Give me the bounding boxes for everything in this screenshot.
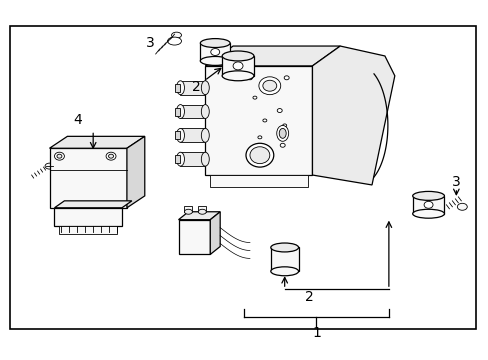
Ellipse shape [200, 57, 230, 66]
Text: 3: 3 [146, 36, 155, 50]
Bar [184, 206, 192, 212]
Ellipse shape [57, 154, 62, 158]
Ellipse shape [249, 147, 269, 164]
Polygon shape [54, 201, 132, 208]
Text: 1: 1 [311, 326, 320, 340]
Ellipse shape [263, 80, 276, 91]
Ellipse shape [233, 62, 243, 70]
Ellipse shape [222, 71, 253, 81]
Bar [49, 148, 127, 208]
Bar [54, 208, 122, 226]
Ellipse shape [201, 81, 209, 95]
Ellipse shape [222, 51, 253, 61]
Bar [270, 247, 298, 271]
Polygon shape [312, 46, 394, 185]
Ellipse shape [263, 119, 266, 122]
Bar [198, 206, 206, 212]
Bar [180, 129, 205, 142]
Bar [210, 175, 307, 187]
Ellipse shape [106, 152, 116, 160]
Ellipse shape [108, 154, 113, 158]
Ellipse shape [176, 129, 184, 142]
Ellipse shape [198, 209, 206, 214]
Polygon shape [178, 212, 220, 220]
Ellipse shape [412, 209, 444, 218]
Text: 4: 4 [73, 113, 81, 127]
Ellipse shape [284, 76, 288, 80]
Ellipse shape [171, 32, 181, 38]
Ellipse shape [200, 39, 230, 48]
Bar [222, 56, 253, 76]
Ellipse shape [282, 124, 286, 127]
Polygon shape [49, 136, 144, 148]
Bar [174, 84, 180, 92]
Text: 2: 2 [192, 80, 201, 94]
Ellipse shape [279, 129, 285, 138]
Ellipse shape [201, 105, 209, 118]
Ellipse shape [423, 201, 432, 208]
Polygon shape [205, 46, 340, 66]
Ellipse shape [412, 192, 444, 201]
Bar [180, 105, 205, 118]
Ellipse shape [167, 37, 181, 45]
Ellipse shape [252, 96, 256, 99]
Ellipse shape [176, 152, 184, 166]
Ellipse shape [184, 209, 192, 214]
Ellipse shape [277, 109, 282, 113]
Ellipse shape [258, 77, 280, 95]
Bar [200, 43, 230, 61]
Text: 3: 3 [451, 175, 460, 189]
Ellipse shape [176, 105, 184, 118]
Bar [60, 226, 117, 234]
Bar [174, 108, 180, 116]
Bar [178, 220, 210, 255]
Text: 2: 2 [305, 290, 313, 304]
Ellipse shape [280, 143, 285, 147]
Bar [10, 26, 475, 329]
Bar [180, 152, 205, 166]
Ellipse shape [270, 243, 298, 252]
Bar [174, 131, 180, 139]
Bar [205, 66, 312, 175]
Polygon shape [127, 136, 144, 208]
Ellipse shape [45, 163, 54, 169]
Ellipse shape [276, 125, 288, 141]
Ellipse shape [176, 81, 184, 95]
Ellipse shape [245, 143, 273, 167]
Ellipse shape [201, 152, 209, 166]
Ellipse shape [257, 136, 262, 139]
Ellipse shape [201, 129, 209, 142]
Bar [412, 196, 444, 214]
Ellipse shape [270, 267, 298, 276]
Bar [180, 81, 205, 95]
Ellipse shape [54, 152, 64, 160]
Polygon shape [210, 212, 220, 255]
Bar [174, 155, 180, 163]
Ellipse shape [247, 76, 252, 80]
Ellipse shape [456, 203, 467, 210]
Ellipse shape [210, 49, 219, 55]
